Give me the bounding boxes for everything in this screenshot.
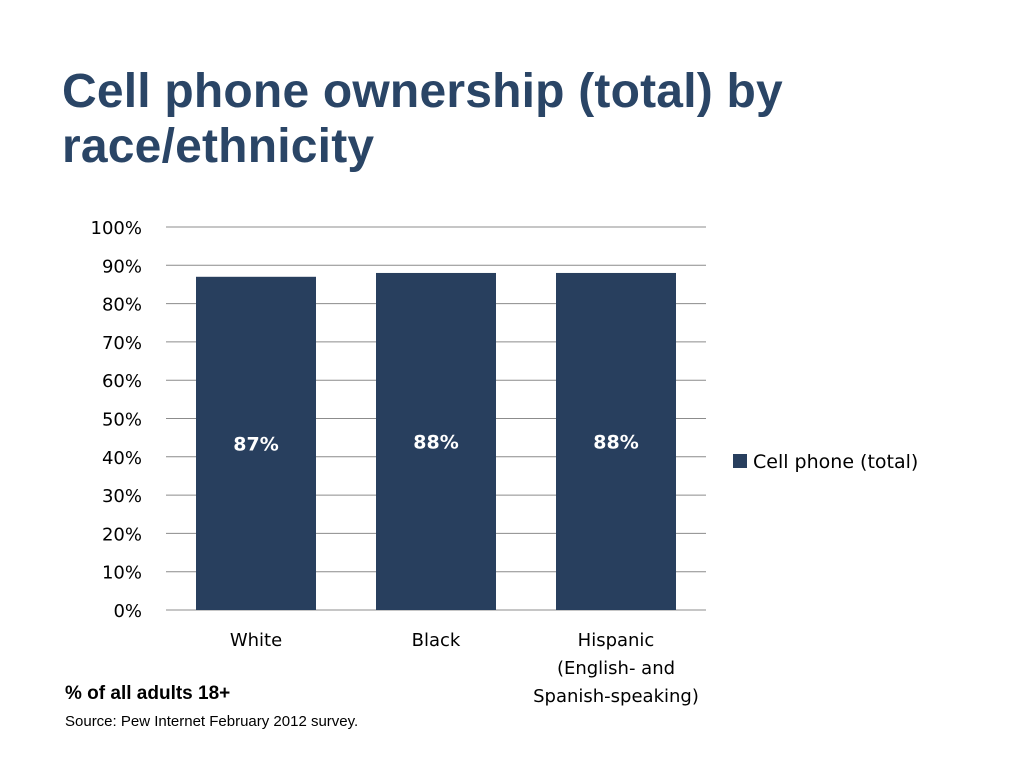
population-note: % of all adults 18+ (65, 683, 231, 704)
y-tick-label: 90% (102, 256, 142, 277)
y-tick-label: 60% (102, 371, 142, 392)
bar-data-label: 87% (233, 433, 278, 455)
x-category-label: Hispanic (578, 630, 655, 651)
x-category-label: (English- and (557, 658, 675, 679)
y-tick-label: 0% (113, 601, 142, 622)
legend-swatch (733, 454, 747, 468)
y-tick-label: 30% (102, 486, 142, 507)
source-note: Source: Pew Internet February 2012 surve… (65, 713, 359, 730)
bar-data-label: 88% (593, 431, 638, 453)
x-category-label: White (230, 630, 282, 651)
y-tick-label: 40% (102, 448, 142, 469)
x-category-label: Spanish-speaking) (533, 686, 699, 707)
slide-title: Cell phone ownership (total) by race/eth… (62, 64, 962, 174)
x-category-label: Black (412, 630, 461, 651)
y-tick-label: 100% (91, 218, 142, 239)
bar-0 (196, 276, 316, 610)
y-tick-label: 80% (102, 295, 142, 316)
slide-title-line-2: race/ethnicity (62, 120, 375, 173)
y-tick-label: 20% (102, 524, 142, 545)
bar-2 (556, 272, 676, 610)
y-tick-label: 50% (102, 410, 142, 431)
bar-1 (376, 272, 496, 610)
legend-label: Cell phone (total) (753, 451, 918, 473)
slide-title-line-1: Cell phone ownership (total) by (62, 65, 783, 118)
y-tick-label: 70% (102, 333, 142, 354)
y-tick-label: 10% (102, 563, 142, 584)
bar-data-label: 88% (413, 431, 458, 453)
